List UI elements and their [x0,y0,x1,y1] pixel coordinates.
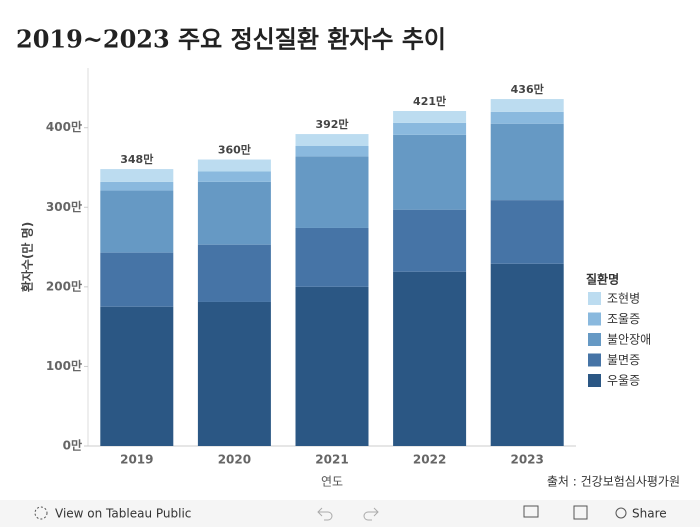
bar-segment [295,227,369,287]
legend-label: 우울증 [607,374,640,388]
bar-segment [393,122,467,135]
bar-segment [490,123,564,201]
bar-segment [393,209,467,272]
bar-segment [295,146,369,157]
bar-segment [100,252,174,307]
bar-segment [197,244,271,302]
download-icon[interactable] [523,505,539,518]
total-label: 348만 [120,152,153,166]
legend-swatch [588,374,601,387]
bar-segment [100,169,174,182]
bar-segment [197,171,271,182]
x-tick-label: 2022 [413,453,446,467]
x-tick-label: 2020 [218,453,251,467]
total-label: 360만 [218,143,251,157]
total-label: 436만 [511,82,544,96]
redo-icon[interactable] [363,507,379,521]
legend-label: 불면증 [607,353,640,367]
tableau-icon [34,506,48,520]
bar-segment [490,111,564,124]
bar-segment [295,134,369,147]
bar-segment [490,263,564,446]
bar-segment [100,306,174,446]
x-tick-label: 2019 [120,453,153,467]
source: 출처 : 건강보험심사평가원 [547,475,680,489]
bar-segment [197,301,271,446]
total-label: 392만 [315,117,348,131]
share-button[interactable]: Share [615,507,667,521]
share-text[interactable]: Share [632,507,667,521]
chart-title: 2019~2023 주요 정신질환 환자수 추이 [16,25,446,54]
y-tick-label: 300만 [46,199,82,214]
view-text[interactable]: View on Tableau Public [55,507,191,521]
bar-segment [100,181,174,191]
y-tick-label: 100만 [46,358,82,373]
legend-label: 조울증 [607,312,640,326]
legend-swatch [588,292,601,305]
bar-segment [490,99,564,112]
x-tick-label: 2023 [510,453,543,467]
y-tick-label: 400만 [46,119,82,134]
share-icon [615,507,627,519]
total-label: 421만 [413,94,446,108]
fullscreen-icon[interactable] [573,505,588,520]
y-axis-title: 환자수(만 명) [20,222,35,292]
legend-swatch [588,312,601,326]
legend-swatch [588,333,601,346]
bar-segment [490,200,564,264]
bar-segment [100,190,174,253]
bar-segment [295,156,369,228]
bar-segment [393,271,467,446]
legend-title: 질환명 [586,272,619,287]
bar-segment [197,159,271,172]
bar-segment [197,181,271,245]
legend-label: 불안장애 [607,333,651,347]
bar-segment [295,286,369,446]
bar-segment [393,110,467,123]
undo-icon[interactable] [317,507,333,521]
legend-label: 조현병 [607,292,640,306]
view-link[interactable]: View on Tableau Public [34,506,191,521]
y-tick-label: 0만 [63,438,82,453]
toolbar [0,500,700,527]
x-tick-label: 2021 [315,453,348,467]
y-tick-label: 200만 [46,278,82,293]
bar-segment [393,134,467,210]
legend-swatch [588,353,601,367]
x-axis-title: 연도 [321,475,343,489]
